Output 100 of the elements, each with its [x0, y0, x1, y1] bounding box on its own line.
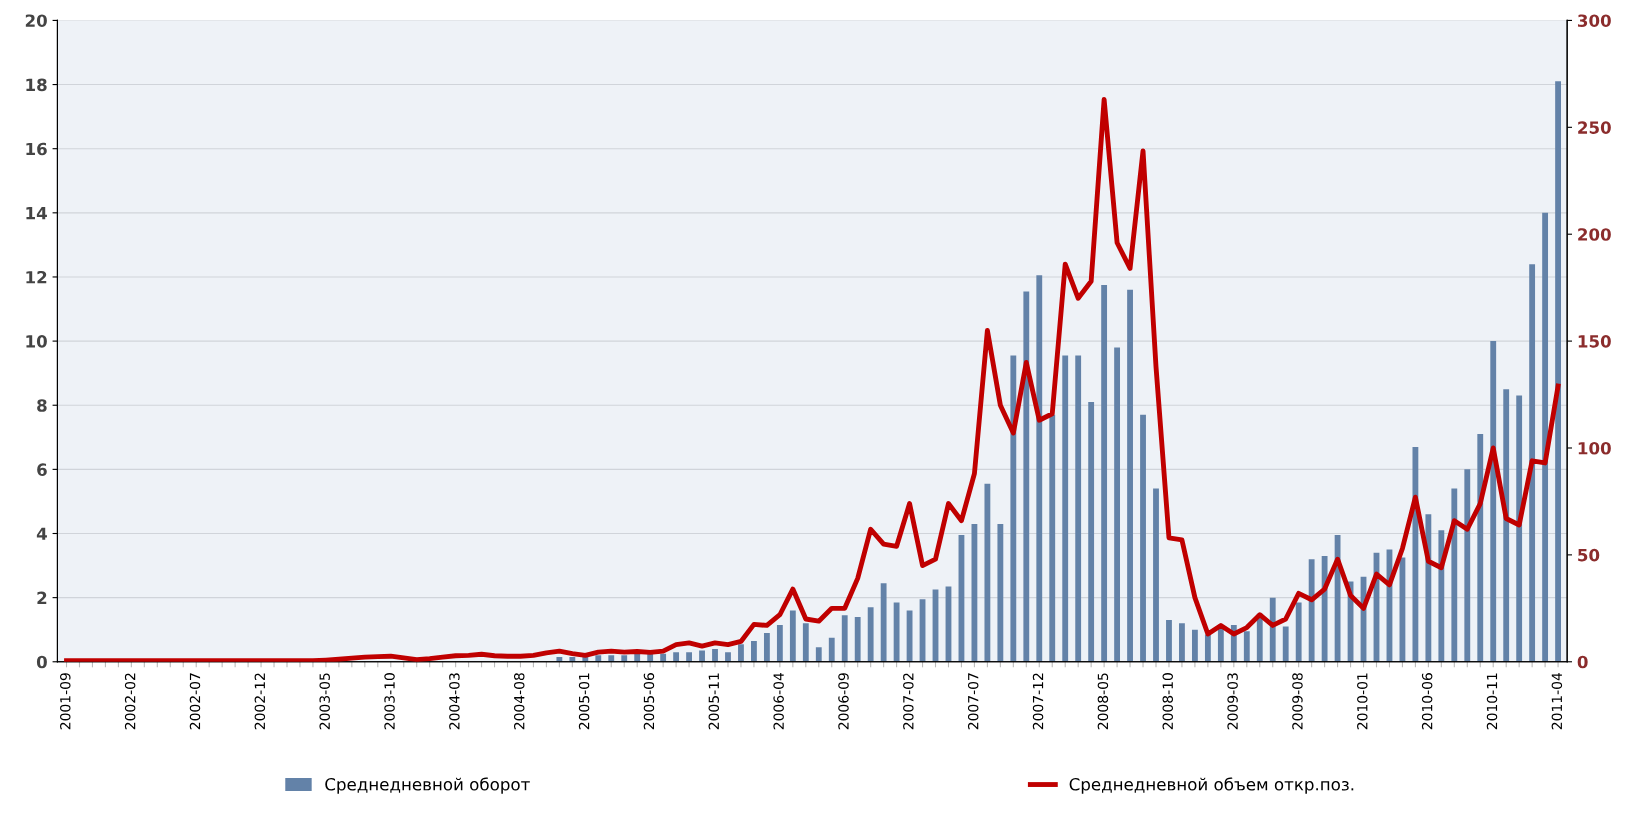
legend-label: Среднедневной оборот — [325, 777, 530, 794]
bar — [1191, 629, 1198, 662]
bar — [1321, 555, 1328, 662]
bar — [1010, 355, 1017, 662]
x-tick-label: 2008-10 — [1162, 673, 1173, 730]
bar — [1529, 264, 1536, 662]
bar — [1308, 559, 1315, 662]
bar — [1204, 634, 1211, 662]
bar — [763, 632, 770, 662]
bar — [1282, 626, 1289, 662]
bar — [1412, 446, 1419, 662]
y2-tick-label: 250 — [1578, 121, 1611, 134]
bar — [1490, 341, 1497, 662]
y2-tick-label: 200 — [1578, 228, 1611, 241]
bar — [1243, 631, 1250, 662]
bar — [1542, 212, 1549, 662]
bar — [802, 623, 809, 662]
x-tick-label: 2007-07 — [967, 673, 979, 730]
x-tick-label: 2005-11 — [708, 673, 720, 730]
x-tick-label: 2003-10 — [384, 673, 395, 730]
bar — [854, 616, 861, 662]
x-tick-label: 2009-08 — [1292, 673, 1303, 730]
bar — [867, 607, 874, 662]
x-tick-label: 2002-12 — [254, 673, 266, 730]
bar — [1451, 488, 1458, 662]
y-tick-label: 2 — [37, 591, 47, 604]
bar — [815, 647, 822, 662]
bar — [1438, 530, 1445, 662]
x-tick-label: 2009-03 — [1227, 673, 1238, 730]
x-tick-label: 2006-04 — [773, 672, 784, 730]
bar — [1127, 289, 1133, 662]
bar — [1179, 623, 1185, 662]
x-tick-label: 2004-08 — [513, 673, 525, 730]
bar — [1101, 284, 1108, 662]
bar — [776, 624, 783, 662]
y2-tick-label: 100 — [1578, 441, 1611, 455]
x-tick-label: 2003-05 — [319, 673, 330, 730]
bar — [725, 652, 731, 662]
bar — [1555, 81, 1561, 662]
bar — [1477, 434, 1484, 662]
bar — [712, 648, 718, 662]
x-tick-label: 2010-06 — [1421, 673, 1433, 730]
x-tick-label: 2006-09 — [838, 673, 849, 730]
bar — [608, 655, 615, 662]
y-tick-label: 16 — [26, 142, 47, 156]
bar — [686, 652, 692, 662]
x-tick-label: 2008-05 — [1097, 673, 1109, 730]
y2-tick-label: 300 — [1577, 14, 1611, 27]
bar — [841, 615, 848, 662]
bar — [1295, 602, 1302, 662]
y-tick-label: 10 — [26, 335, 47, 348]
y-tick-label: 12 — [26, 270, 47, 284]
y2-tick-label: 150 — [1578, 335, 1611, 348]
y-tick-label: 14 — [26, 207, 47, 220]
bar — [1269, 597, 1276, 662]
x-tick-label: 2004-03 — [449, 673, 460, 730]
bar — [1049, 414, 1056, 662]
bar — [673, 652, 680, 662]
x-tick-label: 2011-04 — [1551, 672, 1563, 730]
bar — [893, 602, 900, 662]
bar — [699, 650, 705, 662]
bar — [1516, 395, 1523, 662]
y-tick-label: 18 — [26, 78, 47, 92]
bar — [1062, 355, 1069, 662]
bar — [1217, 626, 1224, 662]
legend-label: Среднедневной объем откр.поз. — [1069, 777, 1354, 794]
x-tick-label: 2010-11 — [1486, 673, 1498, 730]
x-tick-label: 2005-01 — [578, 673, 590, 730]
bar — [828, 637, 835, 662]
x-tick-label: 2005-06 — [643, 673, 655, 730]
x-tick-label: 2002-07 — [189, 673, 201, 730]
line-series — [64, 97, 1561, 662]
x-tick-label: 2002-02 — [124, 673, 136, 730]
bar — [621, 655, 628, 662]
bar — [880, 583, 887, 662]
bar — [789, 610, 796, 662]
bar — [1140, 414, 1146, 662]
y-tick-label: 8 — [37, 399, 47, 412]
y-tick-label: 20 — [25, 14, 47, 27]
bar — [1334, 535, 1341, 662]
x-tick-label: 2001-09 — [60, 673, 71, 730]
bar — [1036, 275, 1043, 662]
bar — [595, 655, 602, 662]
bar — [1075, 355, 1082, 662]
x-tick-label: 2007-12 — [1032, 673, 1044, 730]
bar — [984, 483, 991, 662]
bar — [997, 523, 1004, 662]
x-tick-label: 2010-01 — [1357, 673, 1368, 730]
bar — [1503, 389, 1510, 662]
y-tick-label: 4 — [36, 527, 47, 540]
bar — [1153, 488, 1159, 662]
y2-tick-label: 0 — [1577, 655, 1588, 669]
bar — [738, 644, 744, 662]
x-tick-label: 2007-02 — [903, 673, 914, 730]
y2-tick-label: 50 — [1578, 548, 1600, 562]
bar — [1464, 469, 1471, 662]
bar — [1088, 402, 1095, 662]
bar — [1023, 291, 1030, 662]
bar — [1114, 347, 1121, 662]
y-tick-label: 6 — [37, 463, 47, 476]
